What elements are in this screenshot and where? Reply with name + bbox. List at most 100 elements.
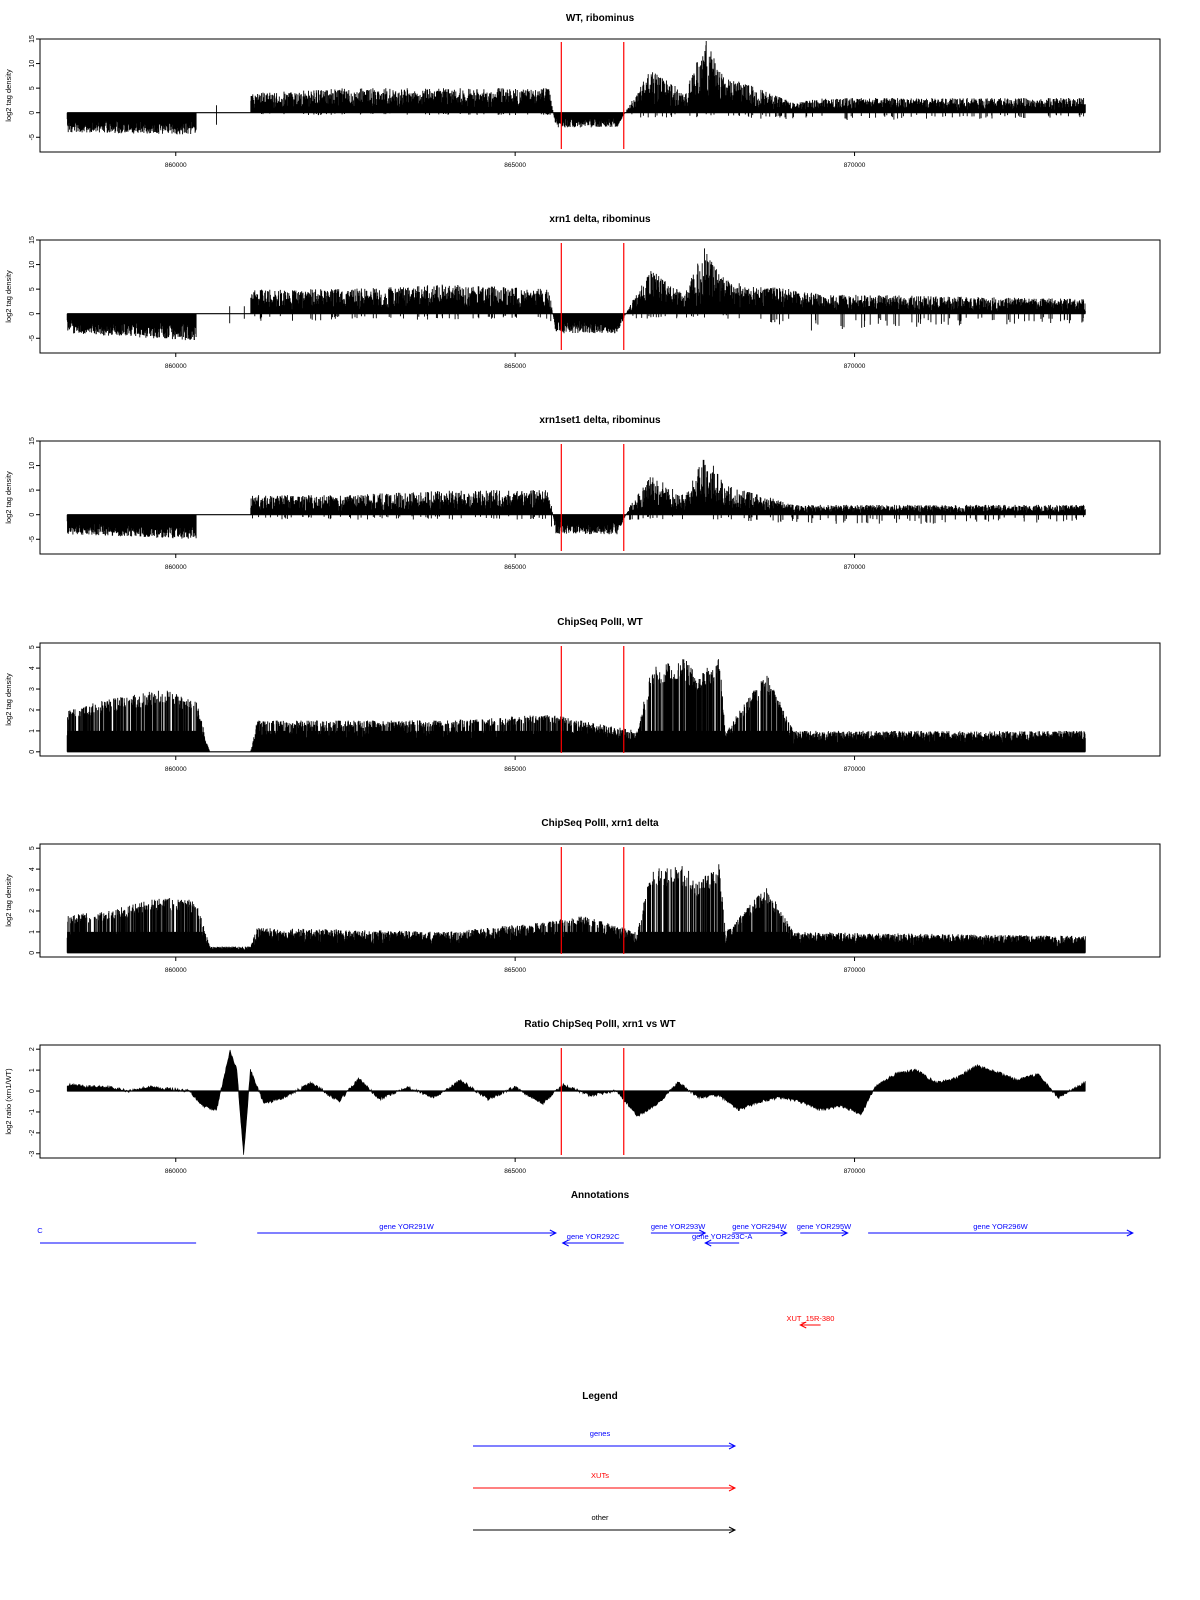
- x-tick-label: 865000: [504, 1168, 526, 1175]
- y-tick-label: 1: [29, 930, 36, 934]
- plot-frame: [39, 843, 1161, 958]
- x-tick-label: 870000: [844, 363, 866, 370]
- gene-feature-7-label: gene YOR295W: [797, 1222, 852, 1231]
- y-tick-label: 0: [29, 312, 36, 316]
- plot-frame: [39, 38, 1161, 153]
- gene-feature-1-edge-label: C: [37, 1226, 43, 1235]
- gene-feature-6-arrowhead: [780, 1229, 788, 1237]
- signal-bars: [66, 41, 1086, 135]
- gene-feature-2-label: gene YOR291W: [379, 1222, 434, 1231]
- chart-title: ChipSeq PolII, WT: [557, 617, 643, 628]
- chart-panel-2: xrn1 delta, ribominus -5 0 5 10 15 log2 tag de…: [4, 214, 1161, 370]
- signal-bars: [66, 459, 1086, 539]
- y-tick-label: 5: [29, 645, 36, 649]
- y-tick-label: 3: [29, 888, 36, 892]
- legend-panel: Legend genes XUTs other: [473, 1391, 737, 1534]
- y-tick-label: 0: [29, 951, 36, 955]
- y-tick-label: -5: [29, 335, 36, 341]
- chart-title: Ratio ChipSeq PolII, xrn1 vs WT: [524, 1019, 675, 1030]
- x-tick-label: 870000: [844, 162, 866, 169]
- signal-bars: [66, 659, 1086, 752]
- x-tick-label: 860000: [165, 564, 187, 571]
- x-tick-label: 870000: [844, 766, 866, 773]
- plot-frame: [39, 440, 1161, 555]
- y-tick-label: 0: [29, 513, 36, 517]
- y-axis-label: log2 tag density: [4, 270, 13, 323]
- y-tick-label: 2: [29, 909, 36, 913]
- legend-title: Legend: [582, 1391, 618, 1402]
- y-tick-label: -1: [29, 1109, 36, 1115]
- y-tick-label: 15: [29, 35, 36, 43]
- x-tick-label: 870000: [844, 564, 866, 571]
- y-tick-label: 10: [29, 261, 36, 269]
- x-tick-label: 860000: [165, 967, 187, 974]
- x-tick-label: 865000: [504, 363, 526, 370]
- chart-panel-3: xrn1set1 delta, ribominus -5 0 5 10 15 log2 ta…: [4, 415, 1161, 571]
- gene-feature-2-arrowhead: [549, 1229, 557, 1237]
- x-tick-label: 865000: [504, 967, 526, 974]
- gene-feature-7-arrowhead: [841, 1229, 849, 1237]
- x-tick-label: 860000: [165, 766, 187, 773]
- legend-arrow-1-arrowhead: [728, 1442, 737, 1450]
- gene-feature-5-arrowhead: [704, 1239, 712, 1247]
- y-tick-label: 4: [29, 867, 36, 871]
- x-tick-label: 865000: [504, 162, 526, 169]
- y-axis-label: log2 tag density: [4, 471, 13, 524]
- gene-feature-8-label: gene YOR296W: [973, 1222, 1028, 1231]
- gene-feature-8-arrowhead: [1126, 1229, 1134, 1237]
- ratio-area: [66, 1049, 1086, 1155]
- signal-bars: [66, 248, 1086, 341]
- y-tick-label: 0: [29, 750, 36, 754]
- y-tick-label: 4: [29, 666, 36, 670]
- xut-feature-9-arrowhead: [799, 1321, 807, 1329]
- chart-panel-6: Ratio ChipSeq PolII, xrn1 vs WT -3 -2 -1 0 1 2…: [4, 1019, 1161, 1175]
- legend-arrow-3-arrowhead: [728, 1526, 737, 1534]
- chart-title: xrn1set1 delta, ribominus: [539, 415, 661, 426]
- gene-feature-4-arrowhead: [698, 1229, 707, 1237]
- y-tick-label: -5: [29, 134, 36, 140]
- y-tick-label: 0: [29, 111, 36, 115]
- y-tick-label: 0: [29, 1089, 36, 1093]
- legend-arrow-2-arrowhead: [728, 1484, 737, 1492]
- chart-panel-1: WT, ribominus -5 0 5 10 15 log2 tag density 860…: [4, 13, 1161, 169]
- xut-feature-9-label: XUT_15R-380: [786, 1314, 834, 1323]
- gene-feature-6-label: gene YOR294W: [732, 1222, 787, 1231]
- x-tick-label: 870000: [844, 967, 866, 974]
- y-axis-label: log2 ratio (xrn1/WT): [4, 1068, 13, 1135]
- annotations-panel: Annotations C gene YOR291W gene YOR292C gene…: [37, 1190, 1134, 1329]
- plot-frame: [39, 642, 1161, 757]
- y-tick-label: 3: [29, 687, 36, 691]
- x-tick-label: 870000: [844, 1168, 866, 1175]
- chart-panel-5: ChipSeq PolII, xrn1 delta 0 1 2 3 4 5 log2 tag …: [4, 818, 1161, 974]
- gene-feature-3-label: gene YOR292C: [567, 1232, 620, 1241]
- chart-title: ChipSeq PolII, xrn1 delta: [541, 818, 659, 829]
- y-tick-label: 15: [29, 437, 36, 445]
- signal-bars: [66, 864, 1086, 953]
- annotations-title: Annotations: [571, 1190, 630, 1201]
- y-tick-label: 10: [29, 462, 36, 470]
- y-axis-label: log2 tag density: [4, 673, 13, 726]
- y-tick-label: 15: [29, 236, 36, 244]
- x-tick-label: 860000: [165, 162, 187, 169]
- y-tick-label: 5: [29, 846, 36, 850]
- y-axis-label: log2 tag density: [4, 69, 13, 122]
- gene-feature-5-label: gene YOR293C-A: [692, 1232, 752, 1241]
- x-tick-label: 860000: [165, 363, 187, 370]
- y-tick-label: 5: [29, 86, 36, 90]
- y-tick-label: 2: [29, 1047, 36, 1051]
- x-tick-label: 865000: [504, 564, 526, 571]
- legend-label-other: other: [591, 1513, 609, 1522]
- y-tick-label: 2: [29, 708, 36, 712]
- y-axis-label: log2 tag density: [4, 874, 13, 927]
- chart-title: WT, ribominus: [566, 13, 635, 24]
- y-tick-label: 10: [29, 60, 36, 68]
- plot-frame: [39, 239, 1161, 354]
- plot-frame: [39, 1044, 1161, 1159]
- gene-feature-4-label: gene YOR293W: [651, 1222, 706, 1231]
- legend-label-xuts: XUTs: [591, 1471, 609, 1480]
- chart-title: xrn1 delta, ribominus: [549, 214, 651, 225]
- x-tick-label: 860000: [165, 1168, 187, 1175]
- gene-feature-3-arrowhead: [561, 1239, 569, 1247]
- y-tick-label: -5: [29, 536, 36, 542]
